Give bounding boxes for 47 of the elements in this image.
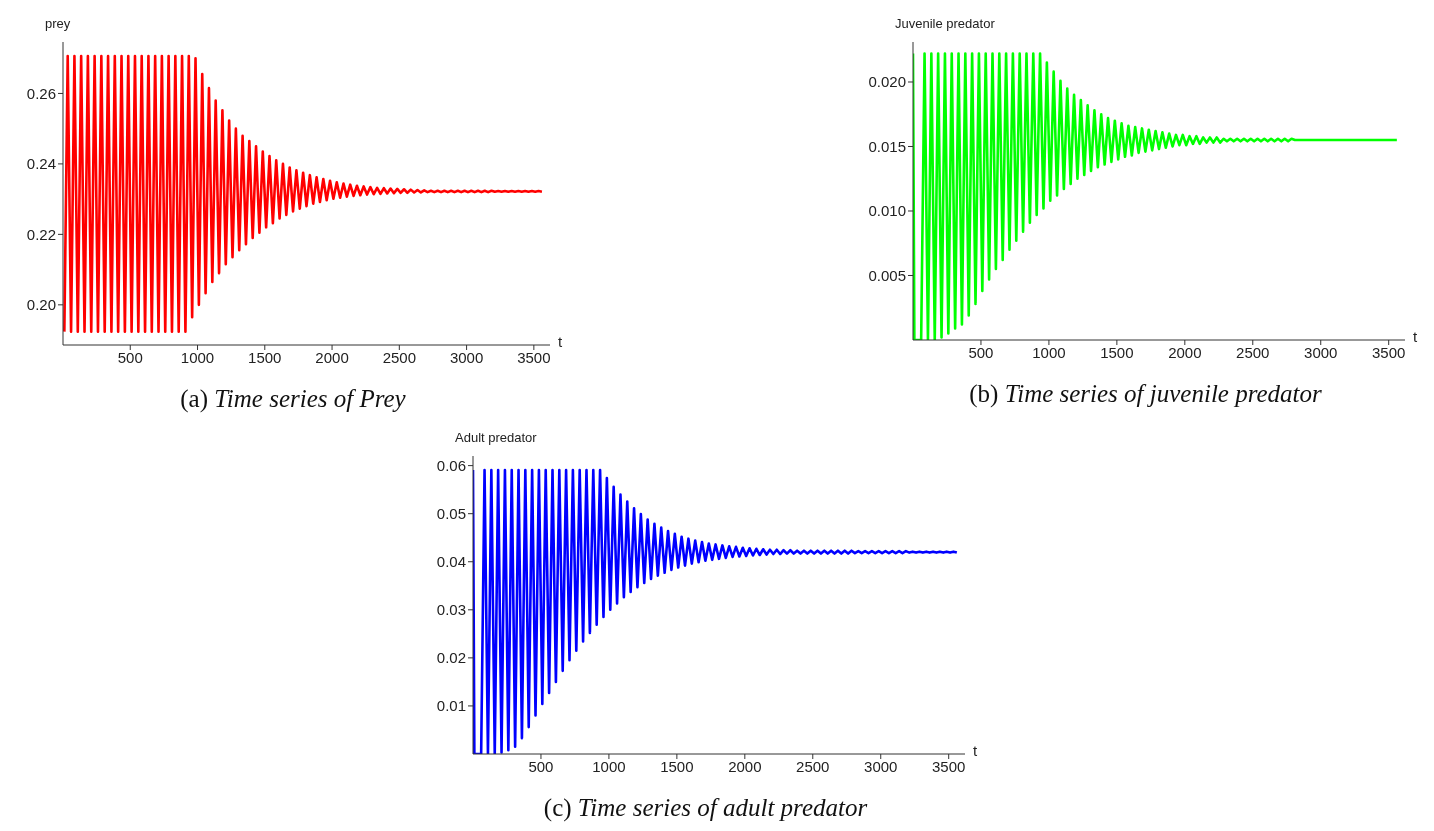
line-series [63, 54, 544, 333]
y-tick-label: 0.20 [26, 296, 56, 314]
x-axis-title: t [558, 333, 563, 350]
x-tick-label: 2000 [1168, 343, 1202, 361]
y-tick-label: 0.05 [436, 505, 466, 522]
x-tick-label: 3500 [517, 348, 551, 366]
y-tick-label: 0.015 [868, 137, 906, 155]
x-tick-label: 3000 [449, 348, 484, 366]
x-tick-label: 1000 [1032, 343, 1066, 361]
x-tick-label: 1500 [248, 348, 282, 366]
x-tick-label: 1500 [660, 757, 694, 775]
y-tick-label: 0.005 [868, 266, 906, 284]
x-tick-label: 3500 [932, 757, 966, 775]
line-series [473, 468, 959, 754]
y-tick-label: 0.03 [436, 601, 466, 619]
x-tick-label: 500 [528, 757, 554, 775]
x-axis-title: t [1413, 328, 1418, 345]
y-axis-title: Juvenile predator [895, 16, 995, 31]
y-tick-label: 0.24 [26, 155, 56, 173]
x-tick-label: 3500 [1372, 343, 1406, 361]
x-axis-title: t [973, 742, 978, 759]
y-tick-label: 0.01 [436, 697, 466, 715]
x-tick-label: 2500 [1236, 343, 1270, 361]
y-tick-label: 0.22 [26, 225, 56, 243]
y-tick-label: 0.04 [436, 553, 466, 571]
y-tick-label: 0.06 [436, 456, 466, 474]
x-tick-label: 3000 [1304, 343, 1338, 361]
text: (c) Time series of adult predator [543, 794, 868, 821]
x-tick-label: 500 [968, 343, 994, 361]
y-axis-title: Adult predator [455, 430, 537, 445]
x-tick-label: 1500 [1100, 343, 1134, 361]
x-tick-label: 2000 [315, 348, 349, 366]
x-tick-label: 1000 [592, 757, 626, 775]
y-tick-label: 0.02 [436, 649, 466, 667]
y-axis-title: prey [45, 16, 71, 31]
y-tick-label: 0.020 [868, 73, 906, 91]
x-tick-label: 500 [117, 348, 143, 366]
x-tick-label: 2500 [382, 348, 417, 366]
y-tick-label: 0.26 [26, 84, 56, 102]
x-tick-label: 2000 [728, 757, 762, 775]
x-tick-label: 1000 [180, 348, 215, 366]
text: (a) Time series of Prey [180, 385, 406, 412]
text: (b) Time series of juvenile predator [969, 380, 1322, 407]
x-tick-label: 3000 [864, 757, 898, 775]
y-tick-label: 0.010 [868, 202, 906, 220]
x-tick-label: 2500 [796, 757, 830, 775]
line-series [913, 52, 1399, 340]
